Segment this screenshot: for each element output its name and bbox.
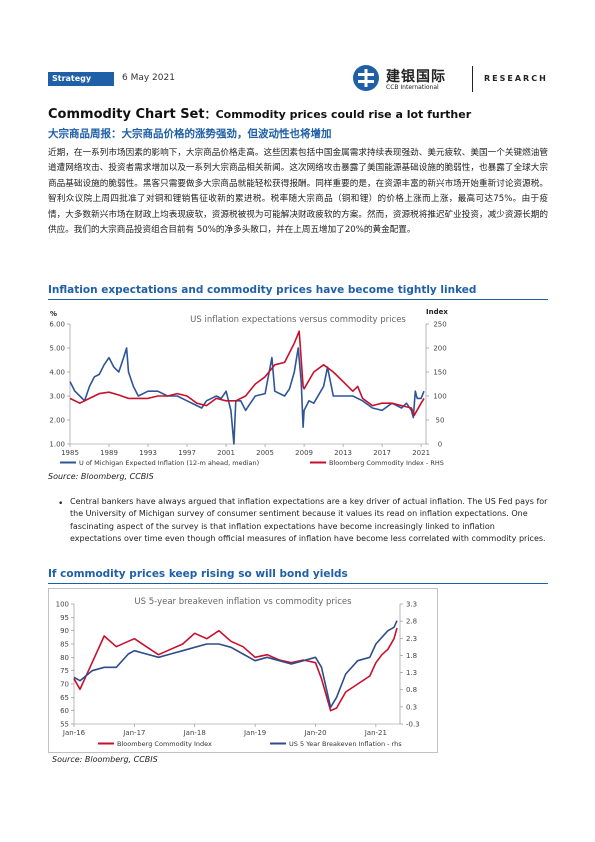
page-title: Commodity Chart Set：Commodity prices cou… [48,106,471,122]
chart1-xtick: 1989 [100,449,118,457]
chart1-ytick-left: 6.00 [49,321,65,329]
chart2-ytick-left: 95 [60,614,69,622]
title-main: Commodity Chart Set [48,107,205,122]
report-date: 6 May 2021 [122,73,175,83]
chart2-ytick-left: 85 [60,641,69,649]
chart2-xtick: Jan-19 [243,729,266,737]
section1-heading: Inflation expectations and commodity pri… [48,284,477,296]
chart2-xtick: Jan-21 [364,729,387,737]
strategy-tag: Strategy [48,72,114,86]
section2-heading: If commodity prices keep rising so will … [48,568,348,580]
chart1-ytick-left: 1.00 [49,441,65,449]
chart2-ytick-right: 1.8 [406,652,417,660]
chart2-xtick: Jan-18 [183,729,206,737]
summary-paragraph-cn: 近期，在一系列市场因素的影响下，大宗商品价格走高。这些因素包括中国金属需求持续表… [48,148,548,236]
chart2-ytick-left: 75 [60,667,69,675]
chart1-xtick: 2021 [412,449,430,457]
chart2-ytick-right: 2.3 [406,635,417,643]
chart1-xtick: 2017 [373,449,391,457]
section2-rule [48,583,548,584]
chart1-xtick: 2001 [217,449,235,457]
chart1-xtick: 1993 [139,449,157,457]
chart1-ytick-right: 0 [438,441,442,449]
chart1-ytick-right: 200 [433,345,446,353]
chart1-ytick-left: 2.00 [49,417,65,425]
chart2-ytick-right: 1.3 [406,669,417,677]
chart2-xtick: Jan-20 [303,729,326,737]
chart2-legend-label: Bloomberg Commodity Index [117,740,212,748]
subtitle-cn: 大宗商品周报：大宗商品价格的涨势强劲，但波动性也将增加 [48,128,332,140]
chart-inflation-vs-commodity: US inflation expectations versus commodi… [49,308,448,467]
chart2-ytick-left: 60 [60,707,69,715]
chart1-xtick: 1985 [61,449,79,457]
bullet-marker: • [58,499,64,509]
title-separator: ： [204,108,216,121]
chart2-title: US 5-year breakeven inflation vs commodi… [134,597,352,607]
chart2-series-a [73,627,398,712]
title-sub: Commodity prices could rise a lot furthe… [215,108,472,121]
chart2-series-b [73,620,398,709]
chart1-xtick: 2013 [334,449,352,457]
chart1-xtick: 2005 [256,449,274,457]
chart2-ytick-right: 3.3 [406,601,417,609]
bullet-paragraph: Central bankers have always argued that … [70,497,548,544]
chart2-ytick-right: -0.3 [406,721,420,729]
chart2-ytick-right: 0.8 [406,686,417,694]
section1-rule [48,299,548,300]
chart1-right-unit: Index [426,308,448,316]
brand-name-cn: 建银国际 [386,69,446,85]
chart2-ytick-left: 70 [60,681,69,689]
chart1-title: US inflation expectations versus commodi… [190,315,406,325]
chart2-ytick-left: 65 [60,694,69,702]
chart1-left-unit: % [50,310,57,318]
chart2-ytick-left: 90 [60,627,69,635]
chart1-ytick-left: 4.00 [49,369,65,377]
chart2-xtick: Jan-17 [122,729,145,737]
research-label: RESEARCH [484,74,548,83]
chart1-ytick-right: 100 [433,393,446,401]
section2-source: Source: Bloomberg, CCBIS [52,755,158,764]
chart1-legend-label: U of Michigan Expected Inflation (12-m a… [79,459,259,467]
chart1-series-b [69,330,425,416]
section1-source: Source: Bloomberg, CCBIS [48,472,154,481]
chart1-series-a [69,347,425,445]
header-divider [472,66,473,92]
chart2-ytick-right: 2.8 [406,618,417,626]
brand-name-en: CCB International [386,84,439,91]
chart2-ytick-left: 100 [56,601,69,609]
chart2-ytick-right: 0.3 [406,703,417,711]
chart1-ytick-right: 50 [436,417,445,425]
chart1-ytick-right: 150 [433,369,446,377]
chart2-legend-label: US 5 Year Breakeven Inflation - rhs [289,740,402,748]
chart1-ytick-left: 3.00 [49,393,65,401]
chart2-ytick-left: 55 [60,721,69,729]
chart-breakeven-vs-commodity: US 5-year breakeven inflation vs commodi… [48,588,438,753]
chart1-xtick: 2009 [295,449,313,457]
ccb-logo-icon [353,65,379,91]
chart1-ytick-left: 5.00 [49,345,65,353]
chart2-ytick-left: 80 [60,654,69,662]
chart1-xtick: 1997 [178,449,196,457]
chart1-legend-label: Bloomberg Commodity Index - RHS [329,459,444,467]
chart1-ytick-right: 250 [433,321,446,329]
chart2-xtick: Jan-16 [62,729,86,737]
